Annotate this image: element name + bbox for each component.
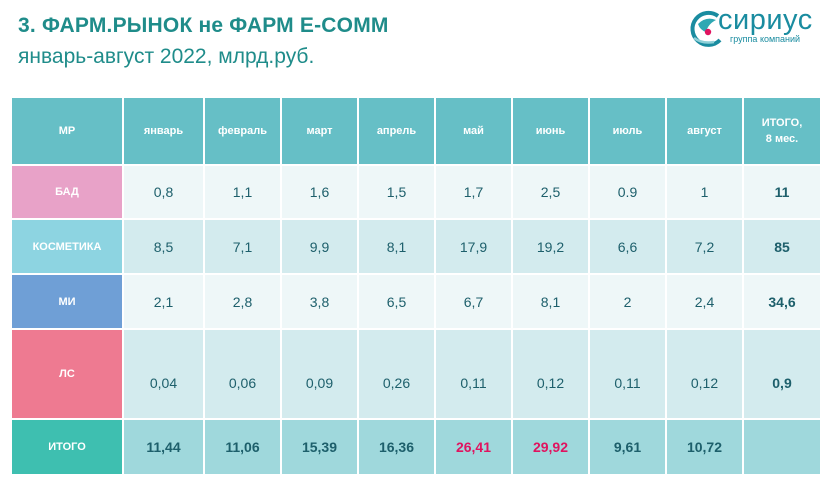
row-total-cell: 34,6 [742, 273, 822, 330]
table-cell: 0,12 [665, 328, 744, 420]
table-cell: 2,4 [665, 273, 744, 330]
total-cell-highlight: 29,92 [511, 418, 590, 476]
table-cell: 1,7 [434, 164, 513, 220]
column-header: МР [10, 96, 124, 166]
total-cell: 11,44 [122, 418, 205, 476]
table-cell: 0,8 [122, 164, 205, 220]
table-cell: 8,5 [122, 218, 205, 275]
table-cell: 6,5 [357, 273, 436, 330]
grand-total-cell [742, 418, 822, 476]
row-label: ЛС [10, 328, 124, 420]
table-cell: 1 [665, 164, 744, 220]
table-cell: 3,8 [280, 273, 359, 330]
table-cell: 17,9 [434, 218, 513, 275]
table-cell: 0,12 [511, 328, 590, 420]
table-cell: 7,1 [203, 218, 282, 275]
table-cell: 0.9 [588, 164, 667, 220]
total-cell: 10,72 [665, 418, 744, 476]
table-cell: 0,04 [122, 328, 205, 420]
totals-row: ИТОГО 11,44 11,06 15,39 16,36 26,41 29,9… [10, 418, 822, 476]
total-cell: 11,06 [203, 418, 282, 476]
table-cell: 2,5 [511, 164, 590, 220]
table-cell: 19,2 [511, 218, 590, 275]
company-logo: сириус группа компаний [688, 4, 818, 62]
column-header: апрель [357, 96, 436, 166]
table-cell: 6,7 [434, 273, 513, 330]
row-total-cell: 11 [742, 164, 822, 220]
table-cell: 2,1 [122, 273, 205, 330]
table-cell: 7,2 [665, 218, 744, 275]
table-row: БАД 0,8 1,1 1,6 1,5 1,7 2,5 0.9 1 11 [10, 164, 822, 220]
column-header: март [280, 96, 359, 166]
table-cell: 2 [588, 273, 667, 330]
page-subtitle: январь-август 2022, млрд.руб. [18, 45, 315, 68]
column-header: январь [122, 96, 205, 166]
table-cell: 0,09 [280, 328, 359, 420]
page-title: 3. ФАРМ.РЫНОК не ФАРМ E-COMM [18, 14, 389, 37]
column-header: июль [588, 96, 667, 166]
table-row: ЛС 0,04 0,06 0,09 0,26 0,11 0,12 0,11 0,… [10, 328, 822, 420]
logo-mark-icon [690, 10, 722, 47]
table-cell: 1,6 [280, 164, 359, 220]
table-cell: 2,8 [203, 273, 282, 330]
row-label: КОСМЕТИКА [10, 218, 124, 275]
row-label: ИТОГО [10, 418, 124, 476]
column-header: февраль [203, 96, 282, 166]
logo-tagline: группа компаний [730, 34, 801, 44]
table-cell: 0,11 [588, 328, 667, 420]
logo-wordmark: сириус [718, 4, 813, 36]
row-label: БАД [10, 164, 124, 220]
row-total-cell: 85 [742, 218, 822, 275]
table-cell: 8,1 [511, 273, 590, 330]
row-total-cell: 0,9 [742, 328, 822, 420]
total-cell: 15,39 [280, 418, 359, 476]
table-cell: 1,1 [203, 164, 282, 220]
total-cell: 9,61 [588, 418, 667, 476]
total-cell: 16,36 [357, 418, 436, 476]
table-cell: 0,11 [434, 328, 513, 420]
table-cell: 0,06 [203, 328, 282, 420]
table-header-row: МР январь февраль март апрель май июнь и… [10, 96, 822, 166]
column-header: май [434, 96, 513, 166]
table-cell: 8,1 [357, 218, 436, 275]
table-row: МИ 2,1 2,8 3,8 6,5 6,7 8,1 2 2,4 34,6 [10, 273, 822, 330]
column-header: июнь [511, 96, 590, 166]
column-header-total: ИТОГО, 8 мес. [742, 96, 822, 166]
table-row: КОСМЕТИКА 8,5 7,1 9,9 8,1 17,9 19,2 6,6 … [10, 218, 822, 275]
pharma-ecomm-table: МР январь февраль март апрель май июнь и… [10, 96, 822, 476]
table-cell: 0,26 [357, 328, 436, 420]
table-cell: 9,9 [280, 218, 359, 275]
row-label: МИ [10, 273, 124, 330]
table-cell: 1,5 [357, 164, 436, 220]
table-cell: 6,6 [588, 218, 667, 275]
total-cell-highlight: 26,41 [434, 418, 513, 476]
column-header: август [665, 96, 744, 166]
